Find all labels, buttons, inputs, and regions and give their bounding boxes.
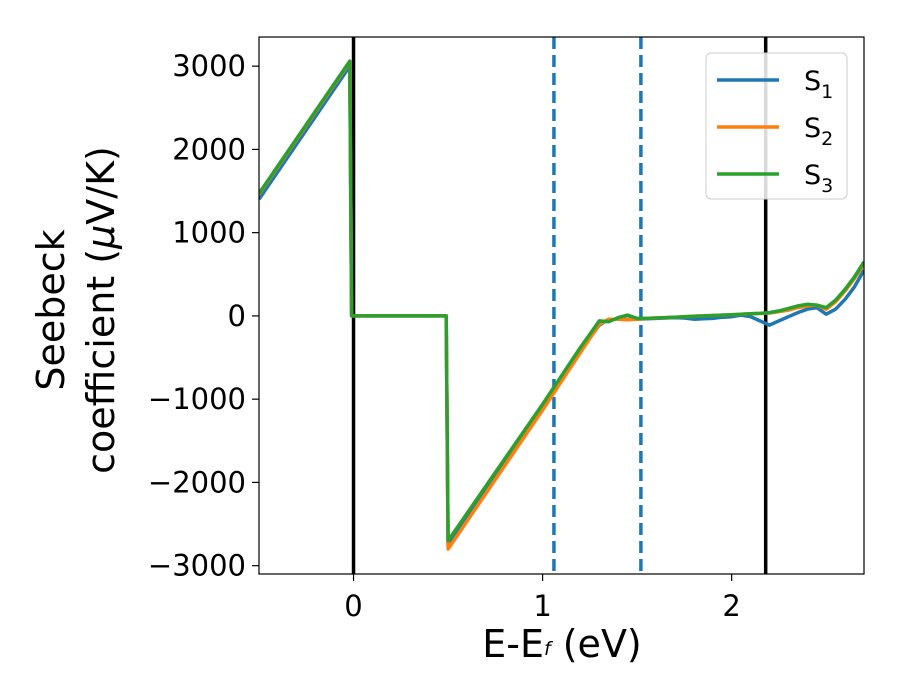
plot-frame: [258, 36, 865, 575]
legend-label-s2: S2: [804, 113, 833, 150]
y-tick-label: 0: [228, 299, 246, 333]
legend-label-s3: S3: [804, 160, 833, 197]
y-tick-label: 1000: [172, 216, 246, 250]
y-tick-label: 3000: [172, 49, 246, 83]
x-tick-label: 1: [533, 589, 551, 623]
y-axis-title-line2: coefficient (μV/K): [79, 146, 123, 474]
x-axis-ticks: 0 1 2: [344, 574, 741, 623]
y-axis-title-line1: Seebeck: [29, 229, 73, 390]
y-tick-label: −2000: [148, 465, 246, 499]
x-axis-title-subscript: f: [544, 638, 554, 660]
y-tick-label: 2000: [172, 132, 246, 166]
y-tick-label: −3000: [148, 549, 246, 583]
series-line-s3: [259, 59, 864, 543]
legend-label-s1: S1: [804, 66, 833, 103]
y-tick-label: −1000: [148, 382, 246, 416]
x-tick-label: 0: [344, 589, 362, 623]
y-axis-ticks: 3000 2000 1000 0 −1000 −2000 −3000: [148, 49, 259, 583]
legend: S1 S2 S3: [705, 52, 848, 200]
series-lines: [259, 59, 864, 551]
x-axis-title: E-Ef (eV): [482, 622, 642, 666]
x-tick-label: 2: [722, 589, 740, 623]
y-axis-title: Seebeck coefficient (μV/K): [29, 146, 123, 474]
reference-lines: [351, 37, 768, 574]
